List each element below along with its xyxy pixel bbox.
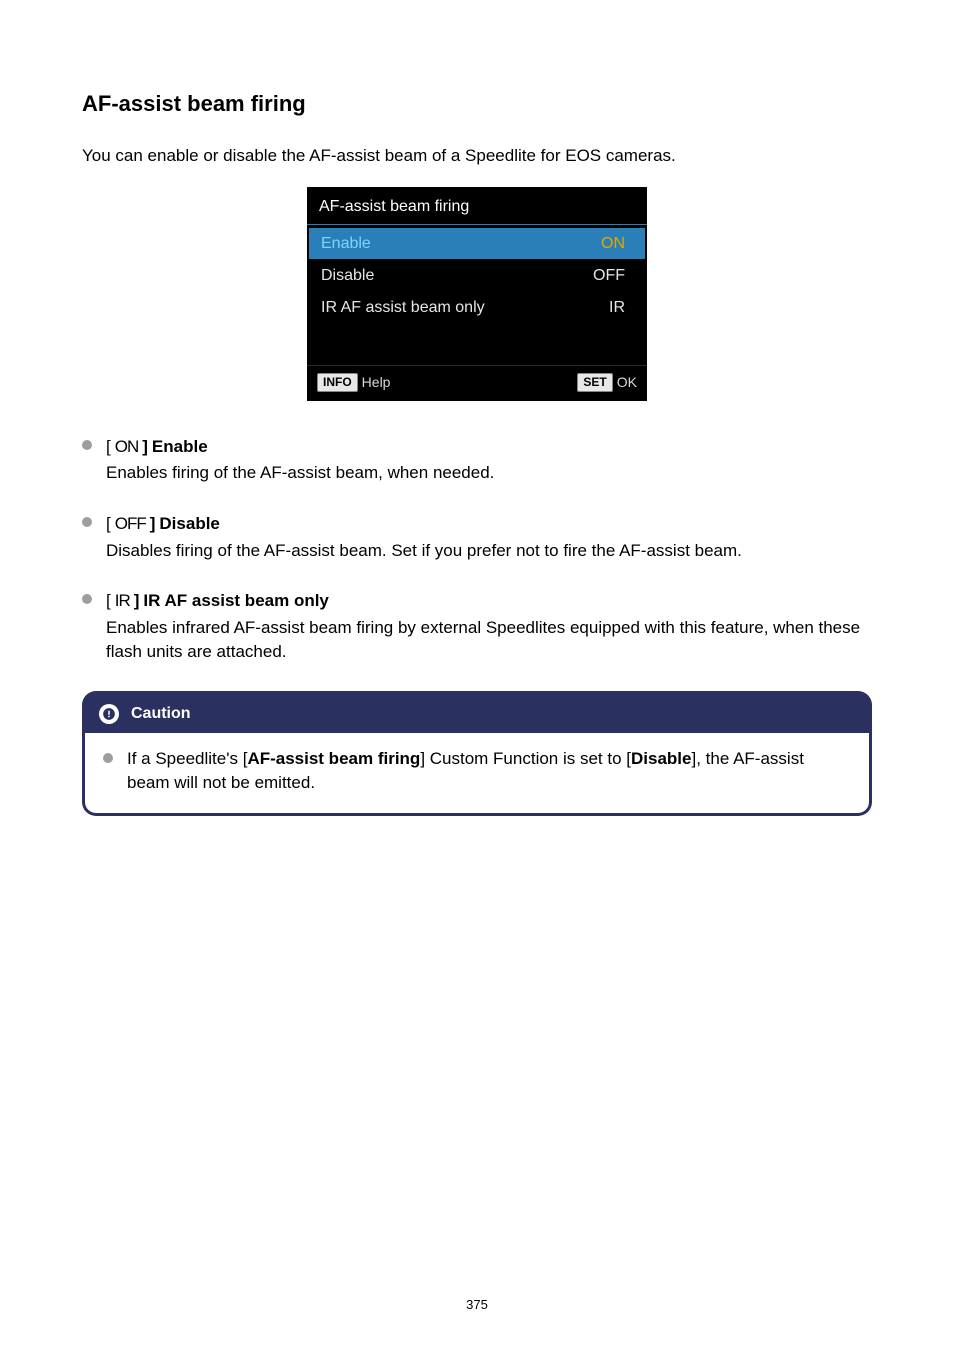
caution-text-p2: ] Custom Function is set to [ <box>420 749 631 768</box>
menu-row-disable: Disable OFF <box>309 260 645 291</box>
caution-header: Caution <box>85 694 869 733</box>
bullet-icon <box>82 517 106 527</box>
glyph-bracket-close: ] <box>142 435 148 460</box>
caution-row: If a Speedlite's [AF-assist beam firing]… <box>103 747 851 795</box>
menu-row-value: ON <box>601 232 625 255</box>
option-desc: Disables firing of the AF-assist beam. S… <box>106 539 872 564</box>
option-disable: [OFF] Disable Disables firing of the AF-… <box>82 512 872 563</box>
set-ok-badge: SET OK <box>577 372 637 392</box>
off-glyph: OFF <box>115 512 146 537</box>
camera-menu-footer: INFO Help SET OK <box>307 366 647 400</box>
option-title: Disable <box>159 512 219 537</box>
option-ir: [IR] IR AF assist beam only Enables infr… <box>82 589 872 665</box>
page-title: AF-assist beam firing <box>82 88 872 120</box>
menu-row-value: IR <box>609 296 625 319</box>
ir-glyph: IR <box>115 589 130 614</box>
glyph-bracket-close: ] <box>134 589 140 614</box>
option-title: Enable <box>152 435 208 460</box>
menu-row-value: OFF <box>593 264 625 287</box>
camera-menu-screenshot: AF-assist beam firing Enable ON Disable … <box>303 183 651 405</box>
bullet-icon <box>82 440 106 450</box>
info-help-badge: INFO Help <box>317 372 390 392</box>
glyph-bracket-open: [ <box>106 512 111 537</box>
set-badge-box: SET <box>577 373 612 392</box>
option-header: [OFF] Disable <box>106 512 872 537</box>
bullet-icon <box>103 753 113 763</box>
bullet-icon <box>82 594 106 604</box>
option-enable: [ON] Enable Enables firing of the AF-ass… <box>82 435 872 486</box>
camera-menu-inner: AF-assist beam firing Enable ON Disable … <box>307 187 647 401</box>
menu-row-ir: IR AF assist beam only IR <box>309 292 645 323</box>
on-glyph: ON <box>115 435 139 460</box>
camera-menu-spacer <box>307 324 647 366</box>
option-body: [IR] IR AF assist beam only Enables infr… <box>106 589 872 665</box>
camera-menu-rows: Enable ON Disable OFF IR AF assist beam … <box>307 225 647 324</box>
page-number: 375 <box>0 1296 954 1315</box>
caution-text: If a Speedlite's [AF-assist beam firing]… <box>127 747 851 795</box>
intro-text: You can enable or disable the AF-assist … <box>82 144 872 169</box>
option-body: [ON] Enable Enables firing of the AF-ass… <box>106 435 872 486</box>
caution-text-b2: Disable <box>631 749 691 768</box>
option-body: [OFF] Disable Disables firing of the AF-… <box>106 512 872 563</box>
glyph-bracket-open: [ <box>106 435 111 460</box>
set-badge-label: OK <box>617 372 637 392</box>
option-header: [ON] Enable <box>106 435 872 460</box>
caution-box: Caution If a Speedlite's [AF-assist beam… <box>82 691 872 816</box>
menu-row-label: Disable <box>321 264 374 287</box>
glyph-bracket-close: ] <box>150 512 156 537</box>
camera-menu-title: AF-assist beam firing <box>307 187 647 225</box>
info-badge-box: INFO <box>317 373 358 392</box>
caution-body: If a Speedlite's [AF-assist beam firing]… <box>85 733 869 813</box>
caution-text-p1: If a Speedlite's [ <box>127 749 247 768</box>
menu-row-label: Enable <box>321 232 371 255</box>
option-desc: Enables firing of the AF-assist beam, wh… <box>106 461 872 486</box>
menu-row-label: IR AF assist beam only <box>321 296 485 319</box>
info-badge-label: Help <box>362 372 391 392</box>
option-title: IR AF assist beam only <box>143 589 328 614</box>
option-list: [ON] Enable Enables firing of the AF-ass… <box>82 435 872 665</box>
glyph-bracket-open: [ <box>106 589 111 614</box>
caution-label: Caution <box>131 702 191 725</box>
caution-text-b1: AF-assist beam firing <box>247 749 420 768</box>
option-header: [IR] IR AF assist beam only <box>106 589 872 614</box>
caution-icon <box>99 704 119 724</box>
option-desc: Enables infrared AF-assist beam firing b… <box>106 616 872 665</box>
menu-row-enable: Enable ON <box>309 228 645 259</box>
